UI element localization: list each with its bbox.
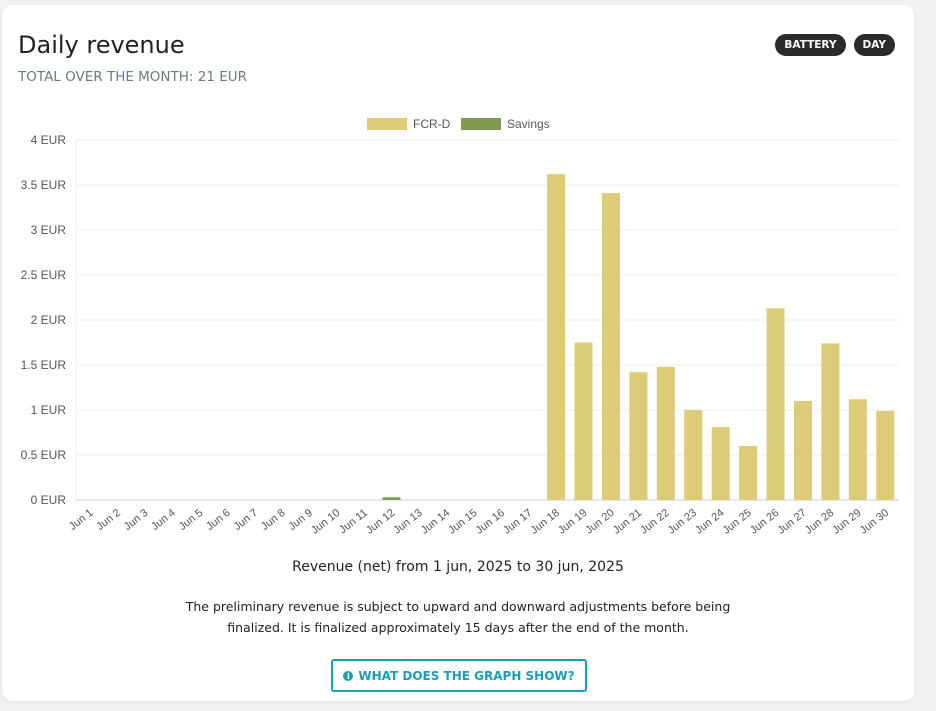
- x-tick-label: Jun 11: [337, 507, 370, 536]
- y-tick-label: 3.5 EUR: [21, 178, 67, 192]
- x-tick-label: Jun 2: [94, 507, 123, 533]
- x-tick-label: Jun 29: [830, 507, 863, 537]
- x-tick-label: Jun 14: [419, 507, 452, 537]
- bar-fcr-d: [739, 446, 758, 500]
- x-tick-label: Jun 27: [775, 507, 808, 537]
- x-tick-label: Jun 25: [721, 507, 754, 537]
- x-tick-label: Jun 5: [177, 507, 206, 533]
- x-tick-label: Jun 23: [666, 507, 699, 537]
- x-tick-label: Jun 26: [748, 507, 781, 537]
- x-tick-label: Jun 7: [232, 507, 261, 533]
- bar-fcr-d: [766, 308, 785, 500]
- x-tick-label: Jun 8: [259, 507, 288, 533]
- x-tick-label: Jun 1: [67, 507, 96, 533]
- preliminary-note: The preliminary revenue is subject to up…: [185, 599, 731, 635]
- legend-swatch-savings: [461, 118, 501, 130]
- bar-fcr-d: [656, 366, 675, 500]
- x-tick-label: Jun 4: [149, 507, 178, 533]
- bar-fcr-d: [574, 342, 593, 500]
- x-tick-label: Jun 16: [474, 507, 507, 537]
- page-title: Daily revenue: [18, 31, 185, 59]
- bar-fcr-d: [821, 343, 840, 500]
- bar-fcr-d: [793, 401, 812, 500]
- legend-swatch-fcr-d: [367, 118, 407, 130]
- bar-fcr-d: [629, 372, 648, 500]
- legend-label-fcr-d: FCR-D: [413, 117, 451, 131]
- bar-fcr-d: [684, 410, 703, 500]
- x-tick-label: Jun 24: [693, 507, 726, 537]
- y-tick-label: 3 EUR: [31, 223, 67, 237]
- x-tick-label: Jun 28: [803, 507, 836, 537]
- y-tick-label: 1.5 EUR: [21, 358, 67, 372]
- day-badge[interactable]: DAY: [853, 34, 895, 56]
- x-tick-label: Jun 17: [501, 507, 534, 537]
- bar-fcr-d: [711, 427, 730, 500]
- y-tick-label: 4 EUR: [31, 133, 67, 147]
- x-tick-label: Jun 10: [309, 507, 342, 537]
- info-icon: i: [343, 670, 354, 681]
- revenue-card: Daily revenue TOTAL OVER THE MONTH: 21 E…: [2, 5, 914, 701]
- bar-fcr-d: [848, 399, 867, 500]
- monthly-total: TOTAL OVER THE MONTH: 21 EUR: [18, 69, 248, 85]
- what-does-graph-show-button[interactable]: i WHAT DOES THE GRAPH SHOW?: [331, 659, 587, 692]
- help-button-label: WHAT DOES THE GRAPH SHOW?: [358, 668, 575, 683]
- x-tick-label: Jun 6: [204, 507, 233, 533]
- x-tick-label: Jun 18: [529, 507, 562, 537]
- x-tick-label: Jun 12: [364, 507, 397, 537]
- y-tick-label: 1 EUR: [31, 403, 67, 417]
- filter-badges: BATTERY DAY: [775, 34, 895, 56]
- bar-fcr-d: [601, 193, 620, 500]
- x-tick-label: Jun 13: [391, 507, 424, 537]
- x-tick-label: Jun 3: [122, 507, 151, 533]
- legend-label-savings: Savings: [507, 117, 550, 131]
- bar-fcr-d: [547, 174, 566, 500]
- chart-caption: Revenue (net) from 1 jun, 2025 to 30 jun…: [292, 559, 624, 575]
- x-tick-label: Jun 21: [611, 507, 644, 537]
- y-tick-label: 0.5 EUR: [21, 448, 67, 462]
- bar-fcr-d: [876, 410, 895, 500]
- battery-badge[interactable]: BATTERY: [775, 34, 846, 56]
- x-tick-label: Jun 30: [858, 507, 891, 537]
- x-tick-label: Jun 15: [446, 507, 479, 537]
- x-tick-label: Jun 19: [556, 507, 589, 537]
- x-tick-label: Jun 20: [583, 507, 616, 537]
- bar-savings: [382, 497, 401, 500]
- y-tick-label: 2.5 EUR: [21, 268, 67, 282]
- revenue-bar-chart: 0 EUR 0.5 EUR 1 EUR 1.5 EUR 2 EUR 2.5 EUR 3 EU…: [21, 117, 899, 537]
- y-tick-label: 2 EUR: [31, 313, 67, 327]
- y-tick-label: 0 EUR: [31, 493, 67, 507]
- x-tick-label: Jun 22: [638, 507, 671, 537]
